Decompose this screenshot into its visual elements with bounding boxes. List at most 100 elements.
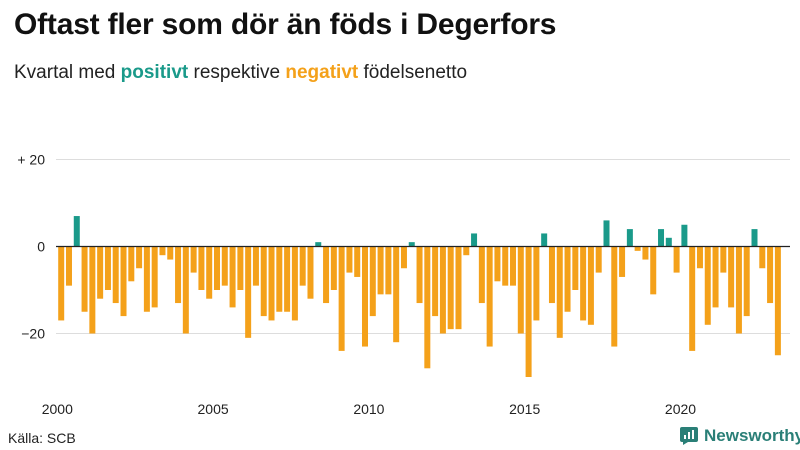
bar <box>416 246 423 304</box>
bar <box>393 246 400 343</box>
bar <box>260 246 267 317</box>
bar <box>198 246 205 290</box>
bar <box>159 246 166 256</box>
bar <box>455 246 462 330</box>
bar <box>510 246 517 286</box>
bar <box>626 229 633 247</box>
bar <box>525 246 532 377</box>
bar <box>471 233 478 247</box>
bar <box>229 246 236 308</box>
bar <box>65 246 72 286</box>
bar <box>369 246 376 317</box>
y-tick-label: 0 <box>37 239 45 255</box>
bar <box>774 246 781 356</box>
brand-name: Newsworthy <box>704 426 800 445</box>
bar <box>494 246 501 282</box>
bar <box>120 246 127 317</box>
bar <box>97 246 104 299</box>
bar <box>681 224 688 247</box>
bar <box>541 233 548 247</box>
newsworthy-icon <box>680 427 698 445</box>
bar <box>447 246 454 330</box>
bar <box>291 246 298 321</box>
bar <box>580 246 587 321</box>
bar <box>237 246 244 290</box>
bar <box>252 246 259 286</box>
bar <box>112 246 119 304</box>
bar <box>245 246 252 338</box>
bar <box>81 246 88 312</box>
bar <box>276 246 283 312</box>
bar <box>338 246 345 351</box>
y-tick-label: + 20 <box>17 152 45 168</box>
bar <box>151 246 158 308</box>
x-tick-label: 2010 <box>353 401 384 417</box>
bar <box>595 246 602 273</box>
bar <box>712 246 719 308</box>
bar <box>136 246 143 269</box>
chart-subtitle: Kvartal med positivt respektive negativt… <box>14 62 467 84</box>
subtitle-negative: negativt <box>285 62 359 83</box>
grid-lines <box>56 159 790 334</box>
bar <box>478 246 485 304</box>
bar <box>486 246 493 347</box>
bar <box>128 246 135 282</box>
bar <box>268 246 275 321</box>
bar <box>58 246 65 321</box>
x-axis-ticks: 2000 2005 2010 2015 2020 <box>42 401 697 417</box>
bar <box>767 246 774 304</box>
bar <box>502 246 509 286</box>
brand-logo: Newsworthy <box>680 426 800 446</box>
bar <box>408 242 415 247</box>
subtitle-middle: respektive <box>188 62 286 83</box>
bar <box>284 246 291 312</box>
bar <box>720 246 727 273</box>
bar <box>424 246 431 369</box>
bar <box>619 246 626 277</box>
bar <box>432 246 439 317</box>
bar <box>323 246 330 304</box>
bar <box>673 246 680 273</box>
bar <box>175 246 182 304</box>
subtitle-suffix: födelsenetto <box>358 62 468 83</box>
bar <box>104 246 111 290</box>
bar <box>634 246 641 251</box>
bar <box>728 246 735 308</box>
bar <box>572 246 579 290</box>
bar <box>735 246 742 334</box>
y-axis-ticks: + 20 0 −20 <box>17 152 45 342</box>
chart-title: Oftast fler som dör än föds i Degerfors <box>14 8 557 41</box>
y-tick-label: −20 <box>21 326 45 342</box>
x-tick-label: 2020 <box>665 401 696 417</box>
bar <box>611 246 618 347</box>
bar <box>206 246 213 299</box>
bar <box>346 246 353 273</box>
bar <box>307 246 314 299</box>
bar <box>190 246 197 273</box>
bar <box>743 246 750 317</box>
x-tick-label: 2000 <box>42 401 73 417</box>
bar <box>89 246 96 334</box>
bar <box>665 237 672 247</box>
bar <box>143 246 150 312</box>
x-tick-label: 2005 <box>198 401 229 417</box>
x-tick-label: 2015 <box>509 401 540 417</box>
bar <box>650 246 657 295</box>
bar <box>642 246 649 260</box>
bar <box>689 246 696 351</box>
subtitle-prefix: Kvartal med <box>14 62 121 83</box>
bars <box>58 216 781 377</box>
bar <box>330 246 337 290</box>
bar <box>439 246 446 334</box>
bar <box>182 246 189 334</box>
subtitle-positive: positivt <box>120 62 189 83</box>
bar <box>603 220 610 247</box>
bar <box>463 246 470 256</box>
bar <box>517 246 524 334</box>
bar <box>704 246 711 325</box>
source-label: Källa: SCB <box>8 430 76 446</box>
bar <box>214 246 220 290</box>
bar <box>354 246 361 277</box>
bar <box>299 246 306 286</box>
